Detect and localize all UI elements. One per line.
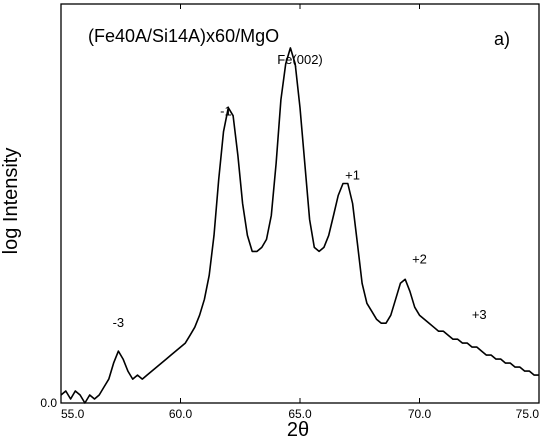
x-tick-label: 55.0 [61, 407, 85, 421]
peak-label: -3 [113, 315, 125, 330]
y-axis-tick-labels: 0.0 [40, 396, 57, 410]
series-line [60, 47, 539, 404]
panel-label: a) [494, 29, 510, 49]
x-axis-tick-labels: 55.0 60.0 65.0 70.0 75.0 [61, 407, 539, 421]
x-tick-label: 75.0 [516, 407, 540, 421]
peak-label: +2 [412, 251, 427, 266]
x-tick-label: 60.0 [169, 407, 193, 421]
y-axis-label: log Intensity [0, 148, 22, 255]
peak-label: Fe(002) [277, 52, 323, 67]
x-axis-label: 2θ [287, 419, 309, 440]
chart-title: (Fe40A/Si14A)x60/MgO [88, 26, 279, 46]
x-tick-label: 65.0 [288, 407, 312, 421]
peak-label: +3 [472, 307, 487, 322]
x-tick-label: 70.0 [408, 407, 432, 421]
peak-annotations: -3 -1 Fe(002) +1 +2 +3 [113, 52, 487, 330]
x-axis-ticks [60, 4, 540, 403]
peak-label: -1 [220, 104, 232, 119]
peak-label: +1 [345, 168, 360, 183]
y-tick-label: 0.0 [40, 396, 57, 410]
